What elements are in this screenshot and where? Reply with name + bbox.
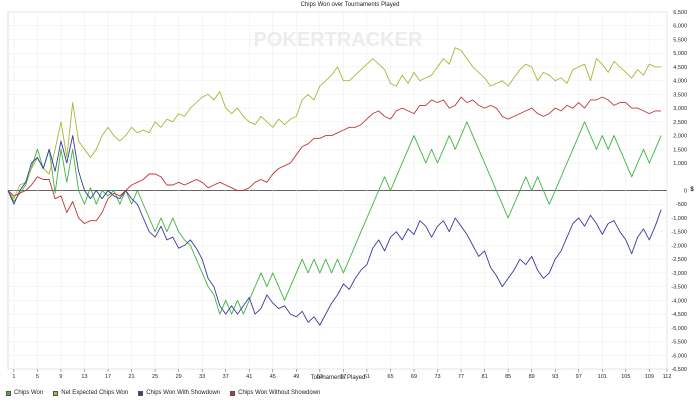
y-tick-label: -1,000	[671, 216, 687, 222]
y-tick-label: -5,500	[671, 340, 687, 346]
y-tick-label: -2,000	[671, 243, 687, 249]
x-tick-label: 21	[129, 374, 135, 380]
x-tick-label: 69	[411, 374, 417, 380]
x-tick-label: 101	[598, 374, 607, 380]
y-tick-label: -1,500	[671, 230, 687, 236]
series-line-chips-won-without-showdown	[7, 96, 662, 224]
legend-item: Net Expected Chips Won	[53, 390, 128, 396]
y-tick-label: -500	[676, 202, 687, 208]
y-tick-label: 3,500	[673, 92, 687, 98]
y-tick-label: -4,500	[671, 312, 687, 318]
x-tick-label: 77	[458, 374, 464, 380]
legend-item: Chips Won Without Showdown	[230, 390, 320, 396]
legend-item: Chips Won With Showdown	[138, 390, 220, 396]
y-tick-label: 1,000	[673, 161, 687, 167]
x-tick-label: 105	[621, 374, 630, 380]
y-tick-label: 5,500	[673, 37, 687, 43]
series-line-chips-won-with-showdown	[7, 135, 662, 326]
x-tick-label: 45	[270, 374, 276, 380]
x-tick-label: 65	[387, 374, 393, 380]
y-tick-label: 3,000	[673, 106, 687, 112]
legend-label: Net Expected Chips Won	[61, 390, 129, 396]
gridlines	[8, 11, 668, 370]
y-tick-label: -6,000	[671, 353, 687, 359]
y-axis: -6,500 -6,000 -5,500 -5,000 -4,500 -4,000 -3,5…	[671, 10, 687, 373]
x-tick-label: 89	[529, 374, 535, 380]
legend-label: Chips Won	[14, 390, 44, 396]
y-tick-label: 1,500	[673, 147, 687, 153]
y-tick-label: -6,500	[671, 367, 687, 373]
y-tick-label: 0	[684, 189, 687, 195]
x-tick-label: 97	[576, 374, 582, 380]
y-tick-label: -3,500	[671, 285, 687, 291]
x-tick-label: 85	[505, 374, 511, 380]
y-tick-label: 4,000	[673, 79, 687, 85]
legend-swatch	[138, 390, 144, 396]
x-tick-label: 37	[223, 374, 229, 380]
legend: Chips Won Net Expected Chips Won Chips Won…	[6, 386, 320, 400]
legend-label: Chips Won Without Showdown	[238, 390, 321, 396]
x-tick-label: 41	[246, 374, 252, 380]
y-tick-label: 5,000	[673, 51, 687, 57]
y-tick-label: -4,000	[671, 298, 687, 304]
x-tick-label: 81	[482, 374, 488, 380]
x-tick-label: 5	[36, 374, 39, 380]
chart-title: Chips Won over Tournaments Played	[300, 2, 400, 8]
series-line-net-expected-chips-won	[7, 47, 662, 200]
x-tick-label: 73	[434, 374, 440, 380]
x-tick-label: 1	[12, 374, 15, 380]
x-tick-label: 61	[364, 374, 370, 380]
x-tick-label: 49	[293, 374, 299, 380]
legend-swatch	[6, 390, 11, 396]
x-tick-label: 109	[645, 374, 654, 380]
y-tick-label: -5,000	[671, 326, 687, 332]
series-lines	[7, 47, 662, 326]
y-tick-label: 2,500	[673, 120, 687, 126]
x-tick-label: 9	[59, 374, 62, 380]
x-tick-label: 13	[81, 374, 87, 380]
x-tick-label: 29	[176, 374, 182, 380]
legend-item: Chips Won	[6, 390, 43, 396]
legend-swatch	[230, 390, 236, 396]
x-tick-label: 25	[152, 374, 158, 380]
x-tick-label: 33	[199, 374, 205, 380]
x-tick-label: 17	[105, 374, 111, 380]
y-tick-label: 4,500	[673, 65, 687, 71]
x-axis: 1 5 9 13 17 21 25 29 33 37 41 45 49 53 57 61 65 69 73 77 81 8…	[12, 369, 671, 380]
y-axis-unit: $	[690, 187, 694, 193]
legend-swatch	[53, 390, 59, 396]
x-tick-label: 93	[552, 374, 558, 380]
x-tick-label: 53	[317, 374, 323, 380]
y-tick-label: 2,000	[673, 134, 687, 140]
legend-label: Chips Won With Showdown	[146, 390, 221, 396]
x-tick-label: 57	[340, 374, 346, 380]
y-tick-label: -2,500	[671, 257, 687, 263]
y-tick-label: 6,000	[673, 24, 687, 30]
x-axis-label: Tournaments Played	[311, 375, 366, 381]
y-tick-label: -3,000	[671, 271, 687, 277]
y-tick-label: 6,500	[673, 10, 687, 16]
watermark: POKERTRACKER	[254, 29, 423, 51]
x-tick-label: 112	[663, 374, 672, 380]
